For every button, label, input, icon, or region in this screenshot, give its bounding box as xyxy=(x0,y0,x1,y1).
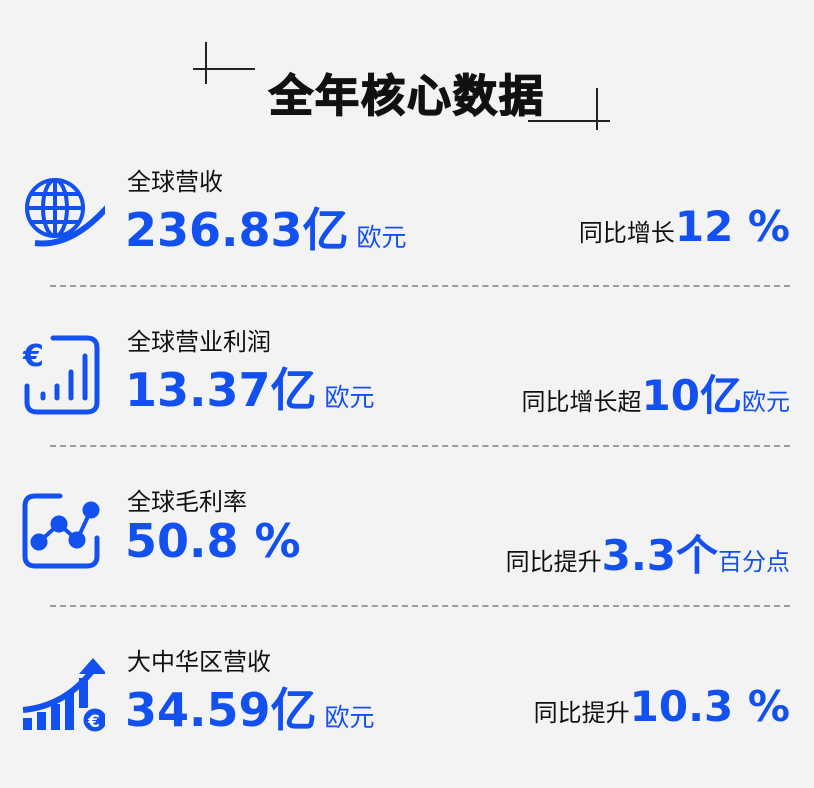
decor-line xyxy=(528,120,610,122)
yoy-comparison: 同比增长超10亿欧元 xyxy=(521,371,790,420)
metric-value: 236.83亿 欧元 xyxy=(125,203,407,257)
decor-line xyxy=(193,68,255,70)
metric-label: 全球营收 xyxy=(127,168,223,196)
divider xyxy=(50,285,790,287)
metric-label: 全球营业利润 xyxy=(127,328,271,356)
metric-row: € 大中华区营收 34.59亿 欧元 同比提升10.3 % xyxy=(0,638,814,788)
metric-value: 34.59亿 欧元 xyxy=(125,683,375,737)
yoy-comparison: 同比增长12 % xyxy=(578,202,790,251)
metric-label: 大中华区营收 xyxy=(127,648,271,676)
metric-value: 50.8 % xyxy=(125,514,301,568)
decor-line xyxy=(596,88,598,130)
yoy-comparison: 同比提升10.3 % xyxy=(533,682,790,731)
globe-arrow-icon xyxy=(25,178,105,247)
decor-line xyxy=(205,42,207,84)
growth-euro-icon: € xyxy=(22,658,105,735)
svg-text:€: € xyxy=(87,712,100,732)
metric-row: 全球毛利率 50.8 % 同比提升3.3个百分点 xyxy=(0,478,814,628)
page-title: 全年核心数据 xyxy=(268,70,545,123)
svg-text:€: € xyxy=(22,339,44,374)
divider xyxy=(50,605,790,607)
euro-bar-chart-icon: € xyxy=(22,335,100,415)
yoy-comparison: 同比提升3.3个百分点 xyxy=(505,531,790,580)
metric-value: 13.37亿 欧元 xyxy=(125,363,375,417)
metric-row: 全球营收 236.83亿 欧元 同比增长12 % xyxy=(0,158,814,308)
line-chart-icon xyxy=(22,493,100,569)
divider xyxy=(50,445,790,447)
metric-label: 全球毛利率 xyxy=(127,488,247,516)
metric-row: € 全球营业利润 13.37亿 欧元 同比增长超10亿欧元 xyxy=(0,318,814,468)
